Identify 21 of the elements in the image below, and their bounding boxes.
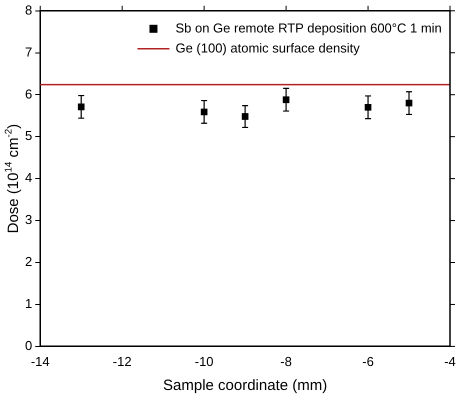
x-tick-label: -6 [362, 354, 374, 369]
y-tick-label: 4 [24, 170, 32, 186]
y-tick-label: 6 [24, 86, 32, 102]
y-tick-label: 3 [24, 212, 32, 228]
point [364, 104, 372, 111]
y-tick-label: 8 [24, 2, 32, 18]
y-tick-label: 0 [24, 338, 32, 353]
y-tick-label: 7 [24, 44, 32, 60]
y-axis-title: Dose (1014 cm-2) [3, 124, 22, 234]
x-tick-label: -10 [194, 354, 214, 369]
x-tick-label: -4 [444, 354, 456, 369]
y-tick-label: 5 [24, 128, 32, 144]
x-tick-label: -8 [280, 354, 292, 369]
x-tick-label: -14 [30, 354, 50, 369]
point [406, 100, 412, 106]
x-tick-label: -12 [112, 354, 132, 369]
legend-label: Sb on Ge remote RTP deposition 600°C 1 min [175, 20, 442, 36]
y-tick-label: 2 [24, 254, 32, 270]
y-tick-label: 1 [24, 296, 32, 312]
x-axis-title: Sample coordinate (mm) [163, 377, 328, 394]
legend-label: Ge (100) atomic surface density [175, 40, 360, 56]
